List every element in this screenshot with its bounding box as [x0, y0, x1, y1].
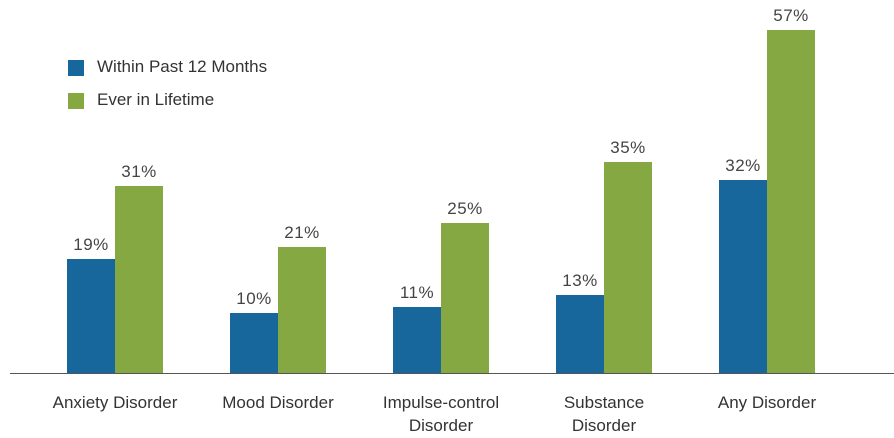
bar — [67, 258, 115, 373]
value-label: 31% — [121, 162, 157, 182]
bar — [278, 246, 326, 373]
x-tick-label: Substance Disorder — [563, 393, 645, 435]
x-tick-label: Anxiety Disorder — [52, 393, 178, 412]
legend-label: Within Past 12 Months — [97, 57, 268, 76]
bar — [604, 162, 652, 373]
value-label: 35% — [610, 138, 646, 158]
value-label: 10% — [236, 288, 272, 308]
x-tick-label: Impulse-control Disorder — [382, 393, 500, 435]
value-label: 32% — [725, 156, 761, 176]
bar — [393, 306, 441, 373]
bar — [115, 186, 163, 373]
value-label: 11% — [399, 282, 435, 302]
legend-label: Ever in Lifetime — [97, 90, 215, 109]
bar — [767, 30, 815, 373]
legend-swatch — [68, 93, 84, 109]
value-label: 19% — [73, 234, 109, 254]
x-tick-label: Any Disorder — [717, 393, 817, 412]
bar — [230, 312, 278, 373]
axis-line — [10, 373, 894, 374]
x-tick-label: Mood Disorder — [222, 393, 334, 412]
bar — [441, 222, 489, 373]
value-label: 21% — [284, 222, 320, 242]
bar — [556, 294, 604, 373]
value-label: 13% — [562, 270, 598, 290]
legend-swatch — [68, 60, 84, 76]
value-label: 25% — [447, 198, 483, 218]
value-label: 57% — [773, 6, 809, 25]
bar — [719, 180, 767, 373]
